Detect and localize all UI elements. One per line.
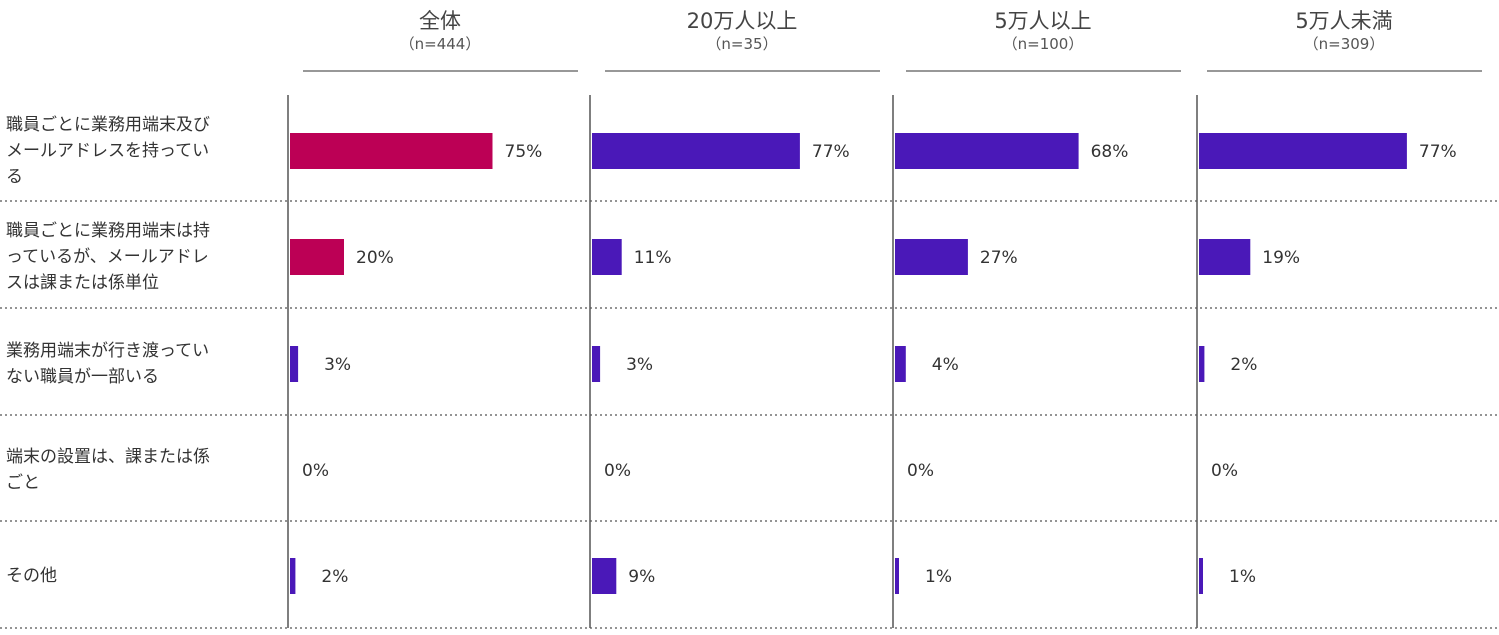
panel-title: 全体 — [419, 9, 461, 33]
bar — [895, 133, 1079, 169]
bar-value-label: 77% — [1419, 142, 1457, 162]
panel-header: 20万人以上 （n=35） — [622, 8, 862, 54]
bar — [1199, 558, 1203, 594]
category-label-line: ごと — [6, 473, 40, 493]
category-label-text: 端末の設置は、課または係 ごと — [6, 444, 210, 496]
panel-subtitle: （n=35） — [706, 35, 778, 53]
bar — [895, 346, 906, 382]
panel-header: 全体 （n=444） — [320, 8, 560, 54]
category-label-text: 業務用端末が行き渡ってい ない職員が一部いる — [6, 338, 209, 390]
panel-title: 5万人未満 — [1295, 9, 1393, 33]
bar-value-label: 3% — [324, 355, 351, 375]
bar-value-label: 1% — [1229, 567, 1256, 587]
category-label: 業務用端末が行き渡ってい ない職員が一部いる — [6, 338, 274, 390]
bar-value-label: 20% — [356, 248, 394, 268]
panel-subtitle: （n=100） — [1002, 35, 1084, 53]
bar-value-label: 2% — [321, 567, 348, 587]
panel-subtitle: （n=444） — [399, 35, 481, 53]
category-label-line: スは課または係単位 — [6, 273, 159, 293]
bar — [592, 558, 617, 594]
category-label: 端末の設置は、課または係 ごと — [6, 444, 274, 496]
category-label: 職員ごとに業務用端末及び メールアドレスを持っている — [6, 112, 274, 190]
category-label-line: 職員ごとに業務用端末は持 — [6, 221, 210, 241]
category-label-line: 職員ごとに業務用端末及び — [6, 115, 210, 135]
bar-value-label: 1% — [925, 567, 952, 587]
bar — [1199, 133, 1407, 169]
bar-value-label: 68% — [1091, 142, 1129, 162]
category-label-line: 業務用端末が行き渡ってい — [6, 341, 210, 361]
bar — [895, 558, 899, 594]
bar-value-label: 0% — [604, 461, 631, 481]
bar — [592, 346, 601, 382]
category-label-line: ない職員が一部いる — [6, 367, 159, 387]
bar-value-label: 19% — [1262, 248, 1300, 268]
bar-value-label: 27% — [980, 248, 1018, 268]
category-label-line: その他 — [6, 566, 57, 586]
category-label-text: 職員ごとに業務用端末は持 っているが、メールアドレ スは課または係単位 — [6, 218, 210, 296]
category-label-line: っているが、メールアドレ — [6, 247, 209, 267]
bar-value-label: 3% — [626, 355, 653, 375]
panel-title: 20万人以上 — [686, 9, 798, 33]
category-label-line: る — [6, 167, 23, 187]
category-label-text: その他 — [6, 563, 57, 589]
bar-value-label: 4% — [932, 355, 959, 375]
bar — [290, 133, 493, 169]
category-label: 職員ごとに業務用端末は持 っているが、メールアドレ スは課または係単位 — [6, 218, 274, 296]
bar — [290, 346, 299, 382]
bar — [592, 239, 622, 275]
panel-header: 5万人以上 （n=100） — [923, 8, 1163, 54]
bar-value-label: 77% — [812, 142, 850, 162]
bar-value-label: 0% — [302, 461, 329, 481]
bar-value-label: 11% — [634, 248, 672, 268]
panel-subtitle: （n=309） — [1303, 35, 1385, 53]
bar-value-label: 9% — [628, 567, 655, 587]
panel-header: 5万人未満 （n=309） — [1224, 8, 1464, 54]
bar-value-label: 0% — [907, 461, 934, 481]
category-label-text: 職員ごとに業務用端末及び メールアドレスを持っている — [6, 112, 210, 190]
bar-value-label: 75% — [505, 142, 543, 162]
category-label: その他 — [6, 563, 274, 589]
bar — [1199, 239, 1251, 275]
bar-value-label: 2% — [1230, 355, 1257, 375]
panel-title: 5万人以上 — [994, 9, 1092, 33]
bar-value-label: 0% — [1211, 461, 1238, 481]
bar — [1199, 346, 1205, 382]
bar — [290, 239, 344, 275]
bar — [895, 239, 968, 275]
category-label-line: メールアドレスを持ってい — [6, 141, 210, 161]
bar — [290, 558, 296, 594]
category-label-line: 端末の設置は、課または係 — [6, 447, 210, 467]
bar — [592, 133, 800, 169]
